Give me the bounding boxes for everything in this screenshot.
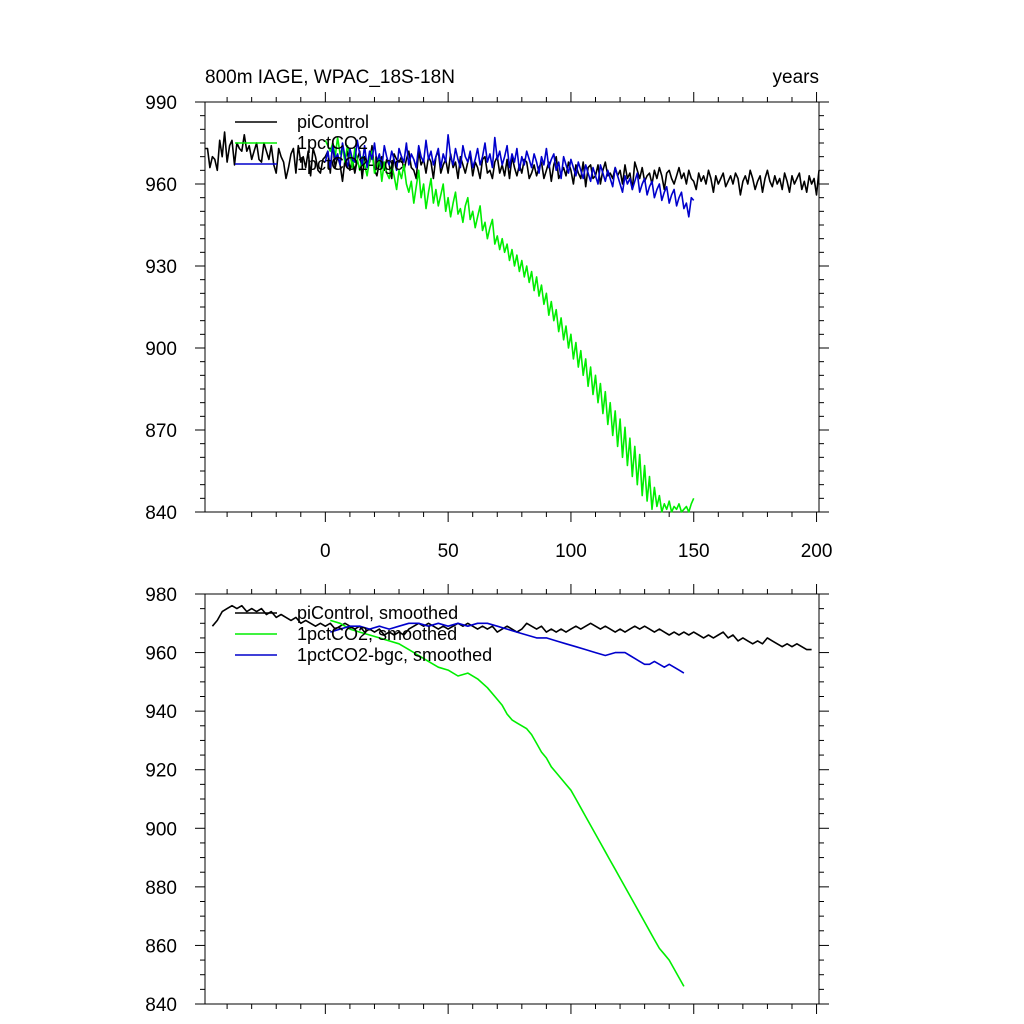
y-tick-label: 920 [145,761,177,782]
series-line-1pctco2-bgc [324,134,695,218]
legend-label: piControl [297,112,369,132]
top-panel: 0 50 100 150 200 840 870 900 930 960 990 piControl… [145,92,832,562]
y-tick-label: 900 [145,819,177,840]
y-tick-label: 930 [145,257,177,278]
x-tick-label: 50 [438,541,459,562]
series-line-1pctco2 [324,136,695,513]
legend-label: 1pctCO2-bgc, smoothed [297,645,492,665]
y-tick-label: 900 [145,339,177,360]
series-line-picontrol-smoothed [211,604,812,651]
x-tick-label: 200 [801,541,833,562]
y-tick-label: 860 [145,936,177,957]
top-panel-series [205,131,820,513]
bottom-panel: 840 860 880 900 920 940 960 980 piControl, smoo… [145,584,829,1016]
plot-title: 800m IAGE, WPAC_18S-18N [205,67,455,88]
top-panel-ticks: 0 50 100 150 200 840 870 900 930 960 990 [145,92,832,562]
x-unit-label: years [773,67,819,88]
series-line-1pctco2-smoothed [330,619,685,987]
y-tick-label: 960 [145,644,177,665]
bottom-panel-ticks: 840 860 880 900 920 940 960 980 [145,584,829,1016]
x-tick-label: 0 [320,541,331,562]
y-tick-label: 990 [145,93,177,114]
x-tick-label: 100 [555,541,587,562]
series-line-1pctco2-bgc-smoothed [330,622,685,674]
y-tick-label: 960 [145,175,177,196]
legend-label: 1pctCO2, smoothed [297,624,457,644]
bottom-panel-series [211,604,812,987]
legend-label: 1pctCO2 [297,133,368,153]
y-tick-label: 880 [145,878,177,899]
legend-label: 1pctCO2-bgc [297,154,403,174]
y-tick-label: 840 [145,995,177,1016]
legend-label: piControl, smoothed [297,603,458,623]
y-tick-label: 870 [145,421,177,442]
x-tick-label: 150 [678,541,710,562]
y-tick-label: 940 [145,702,177,723]
y-tick-label: 840 [145,503,177,524]
y-tick-label: 980 [145,585,177,606]
